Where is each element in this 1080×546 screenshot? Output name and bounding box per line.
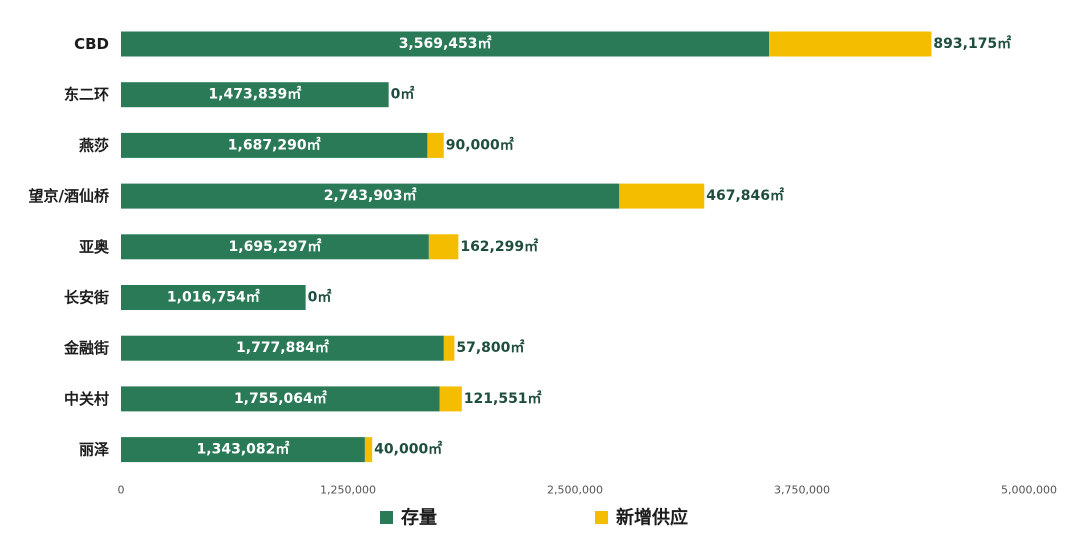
data-label-new-supply: 57,800㎡ <box>456 339 524 356</box>
category-label: 丽泽 <box>79 441 109 459</box>
category-label: 东二环 <box>64 86 109 104</box>
legend-label: 存量 <box>401 507 437 529</box>
bar-stock <box>121 31 770 57</box>
x-tick-label: 2,500,000 <box>547 484 603 497</box>
category-label: 亚奥 <box>79 238 110 256</box>
data-label-stock: 1,343,082㎡ <box>197 441 290 458</box>
data-label-new-supply: 90,000㎡ <box>446 136 514 153</box>
data-label-stock: 1,687,290㎡ <box>228 136 321 153</box>
bar-stock <box>121 437 365 463</box>
category-label: 望京/酒仙桥 <box>29 187 110 205</box>
data-label-new-supply: 0㎡ <box>308 289 332 306</box>
bar-stock <box>121 285 306 310</box>
data-label-new-supply: 467,846㎡ <box>706 187 784 204</box>
data-label-new-supply: 893,175㎡ <box>933 35 1011 52</box>
bar-stock <box>121 183 620 209</box>
bar-stock <box>121 132 428 158</box>
bar-new-supply <box>427 132 444 158</box>
x-tick-label: 3,750,000 <box>774 484 830 497</box>
category-label: 金融街 <box>63 339 109 357</box>
category-label: 中关村 <box>64 390 109 408</box>
category-label: CBD <box>74 35 109 53</box>
data-label-stock: 3,569,453㎡ <box>399 35 492 52</box>
x-tick-label: 1,250,000 <box>320 484 376 497</box>
data-label-stock: 1,777,884㎡ <box>236 339 329 356</box>
bar-stock <box>121 234 429 260</box>
bar-new-supply <box>443 335 455 361</box>
bar-new-supply <box>769 31 932 57</box>
category-label: 长安街 <box>64 289 109 307</box>
legend-label: 新增供应 <box>616 507 688 529</box>
data-label-stock: 1,016,754㎡ <box>167 289 260 306</box>
bar-new-supply <box>428 234 459 260</box>
bar-new-supply <box>619 183 705 209</box>
legend: 存量 新增供应 <box>380 507 688 529</box>
data-label-stock: 2,743,903㎡ <box>324 187 417 204</box>
data-label-new-supply: 121,551㎡ <box>464 390 542 407</box>
x-tick-label: 5,000,000 <box>1001 484 1057 497</box>
data-label-stock: 1,755,064㎡ <box>234 390 327 407</box>
bar-new-supply <box>439 386 462 412</box>
data-label-new-supply: 162,299㎡ <box>460 238 538 255</box>
legend-swatch <box>380 511 393 524</box>
data-label-new-supply: 0㎡ <box>391 86 415 103</box>
x-tick-label: 0 <box>118 484 125 497</box>
bar-stock <box>121 386 440 412</box>
data-label-stock: 1,695,297㎡ <box>229 238 322 255</box>
legend-swatch <box>595 511 608 524</box>
category-label: 燕莎 <box>79 136 109 154</box>
data-label-stock: 1,473,839㎡ <box>208 86 301 103</box>
data-label-new-supply: 40,000㎡ <box>374 441 442 458</box>
x-axis-ticks: 0 1,250,000 2,500,000 3,750,000 5,000,000 <box>118 484 1057 497</box>
bar-stock <box>121 82 389 108</box>
bar-new-supply <box>364 437 373 463</box>
bar-stock <box>121 335 444 361</box>
